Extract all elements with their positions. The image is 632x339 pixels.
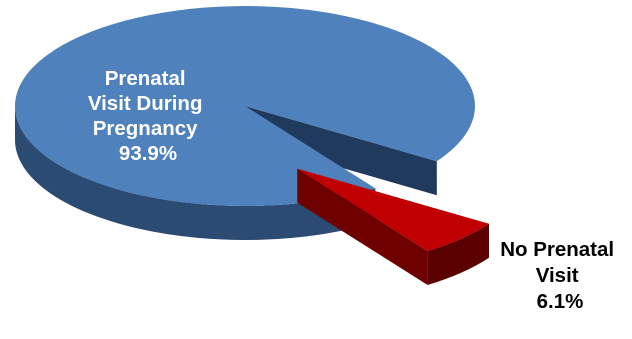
slice-label-no-prenatal-visit: No Prenatal Visit 6.1%: [500, 238, 620, 313]
slice-value-label: 6.1%: [537, 290, 584, 313]
pie-marks: [14, 6, 489, 285]
slice-prenatal-visit: [14, 6, 475, 207]
labels: Prenatal Visit During Pregnancy 93.9% No…: [88, 67, 620, 313]
slice-label-line: No Prenatal: [500, 238, 614, 261]
slice-side-prenatal-visit: [14, 106, 376, 241]
slice-cut-prenatal-visit: [245, 106, 437, 196]
slice-label-line: Visit: [536, 264, 579, 287]
slice-label-line: Visit During: [88, 92, 203, 115]
slice-no-prenatal-visit: [297, 168, 489, 251]
slice-cut-no-prenatal-visit: [297, 168, 428, 285]
slice-label-line: Pregnancy: [93, 117, 198, 140]
slice-side-no-prenatal-visit: [427, 223, 489, 285]
slice-value-label: 93.9%: [119, 142, 177, 165]
slice-label-prenatal-visit: Prenatal Visit During Pregnancy 93.9%: [88, 67, 208, 165]
slice-label-line: Prenatal: [105, 67, 186, 90]
